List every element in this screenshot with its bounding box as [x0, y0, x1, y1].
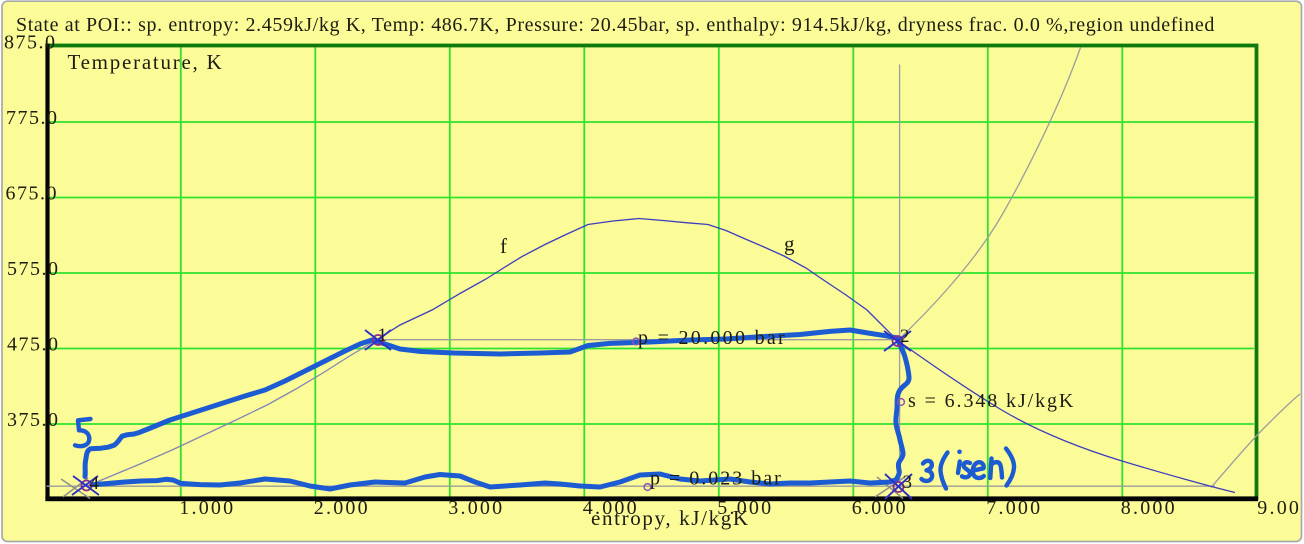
- svg-text:p = 20.000 bar: p = 20.000 bar: [638, 327, 787, 349]
- svg-text:2.000: 2.000: [314, 497, 370, 519]
- svg-text:4.000: 4.000: [583, 497, 639, 519]
- svg-text:2: 2: [900, 326, 910, 347]
- svg-text:1.000: 1.000: [179, 497, 235, 519]
- svg-text:3.000: 3.000: [448, 497, 504, 519]
- svg-text:375.0: 375.0: [7, 409, 60, 431]
- svg-text:8.000: 8.000: [1121, 497, 1177, 519]
- svg-text:5.000: 5.000: [717, 497, 773, 519]
- svg-text:475.0: 475.0: [7, 334, 60, 356]
- svg-text:State at POI:: sp. entropy: 2.: State at POI:: sp. entropy: 2.459kJ/kg K…: [16, 14, 1215, 36]
- svg-text:7.000: 7.000: [986, 497, 1042, 519]
- svg-text:675.0: 675.0: [6, 183, 59, 205]
- svg-text:Temperature, K: Temperature, K: [68, 50, 224, 74]
- svg-text:4: 4: [90, 473, 100, 494]
- svg-text:875.0: 875.0: [4, 32, 57, 54]
- svg-text:p = 0.023 bar: p = 0.023 bar: [650, 468, 783, 490]
- svg-text:775.0: 775.0: [6, 107, 59, 129]
- svg-text:entropy, kJ/kgK: entropy, kJ/kgK: [591, 506, 750, 530]
- svg-text:575.0: 575.0: [7, 258, 60, 280]
- svg-text:6.000: 6.000: [852, 497, 908, 519]
- svg-text:1: 1: [378, 325, 388, 346]
- svg-text:3: 3: [903, 472, 913, 493]
- svg-text:f: f: [500, 234, 507, 258]
- svg-text:9.00: 9.00: [1257, 497, 1301, 519]
- svg-text:s = 6.348 kJ/kgK: s = 6.348 kJ/kgK: [908, 390, 1075, 412]
- svg-text:g: g: [784, 232, 795, 256]
